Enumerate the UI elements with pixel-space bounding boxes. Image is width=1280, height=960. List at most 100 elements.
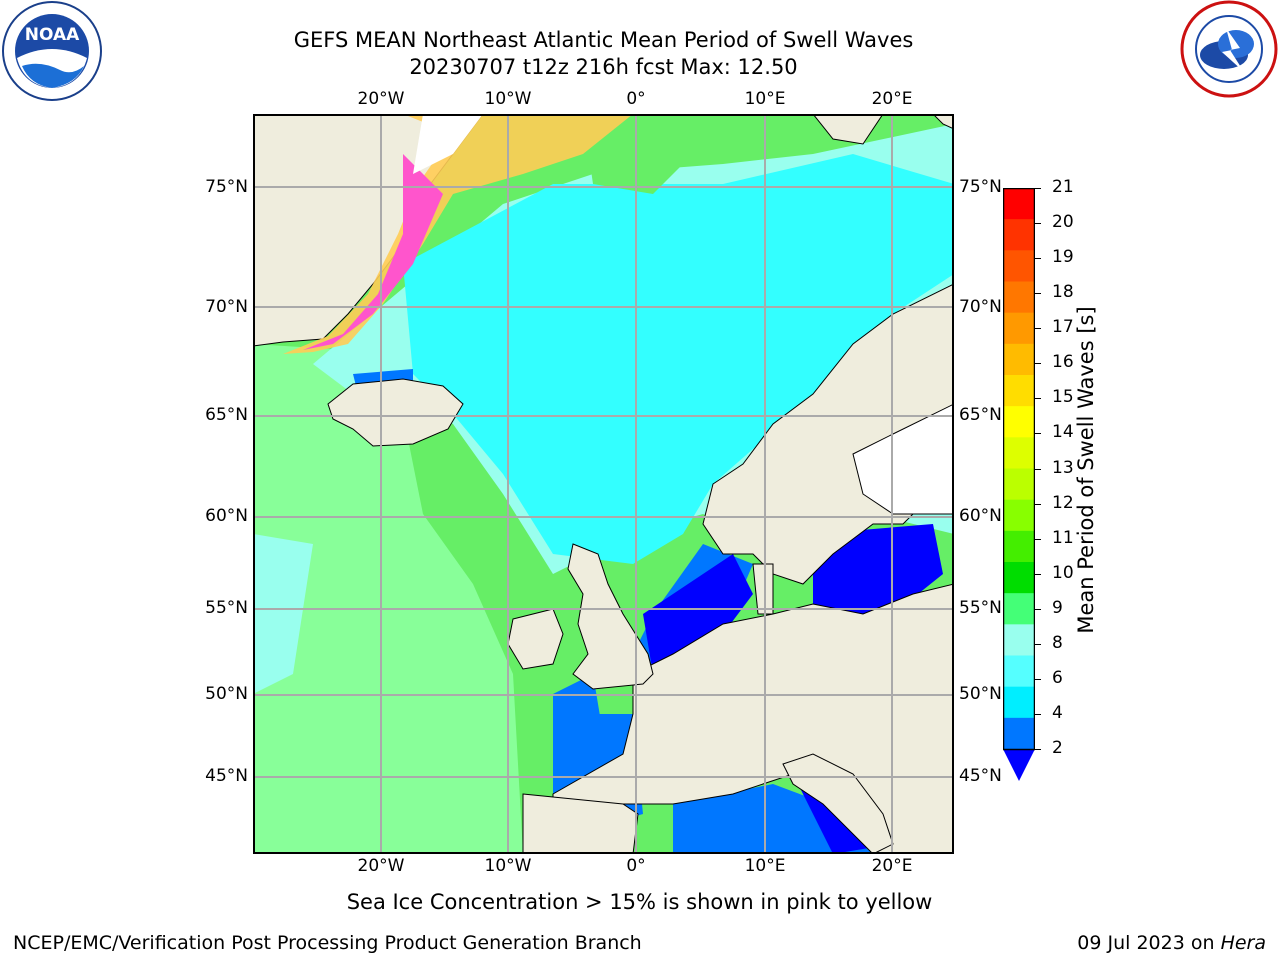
lat-tick-left: 70°N	[205, 297, 248, 317]
lat-tick-left: 60°N	[205, 506, 248, 526]
colorbar-segment	[1003, 188, 1035, 220]
sea-ice-yellow	[283, 114, 633, 354]
colorbar-segment	[1003, 499, 1035, 532]
colorbar-tick-label: 20	[1052, 212, 1074, 233]
colorbar-segment	[1003, 375, 1035, 407]
land-iceland	[327, 378, 464, 447]
colorbar-tick-mark	[1035, 678, 1041, 680]
swell-period-map	[253, 114, 954, 854]
colorbar-tick-label: 14	[1052, 422, 1074, 443]
colorbar-tick-label: 16	[1052, 352, 1074, 373]
colorbar-tick-label: 10	[1052, 562, 1074, 583]
lat-tick-right: 45°N	[959, 766, 1002, 786]
colorbar-tick-mark	[1035, 398, 1041, 400]
svg-text:NOAA: NOAA	[25, 25, 80, 45]
noaa-logo: NOAA	[2, 1, 102, 101]
land-svalbard-east	[932, 114, 954, 130]
lon-tick-bottom: 10°E	[744, 856, 786, 876]
sea-ice-note: Sea Ice Concentration > 15% is shown in …	[346, 890, 933, 914]
lat-tick-left: 45°N	[205, 766, 248, 786]
colorbar-tick-label: 6	[1052, 667, 1063, 688]
colorbar-segment	[1003, 655, 1035, 688]
lon-tick-bottom: 20°W	[357, 856, 405, 876]
land-great-britain	[567, 543, 654, 690]
colorbar-segment	[1003, 530, 1035, 563]
colorbar-tick-mark	[1035, 608, 1041, 610]
colorbar	[1003, 188, 1035, 781]
colorbar-tick-mark	[1035, 188, 1041, 189]
map-border	[253, 114, 954, 854]
lat-tick-right: 55°N	[959, 598, 1002, 618]
colorbar-extend-triangle	[1003, 749, 1035, 781]
colorbar-segment	[1003, 468, 1035, 501]
lon-tick-bottom: 10°W	[484, 856, 532, 876]
colorbar-label: Mean Period of Swell Waves [s]	[1074, 306, 1098, 634]
chart-subtitle: 20230707 t12z 216h fcst Max: 12.50	[409, 55, 798, 79]
colorbar-tick-label: 15	[1052, 387, 1074, 408]
colorbar-tick-label: 19	[1052, 247, 1074, 268]
colorbar-tick-mark	[1035, 293, 1041, 295]
lat-tick-left: 75°N	[205, 177, 248, 197]
colorbar-tick-mark	[1035, 573, 1041, 575]
land-italy	[782, 753, 894, 854]
colorbar-segment	[1003, 219, 1035, 251]
colorbar-tick-mark	[1035, 258, 1041, 260]
lat-tick-right: 70°N	[959, 297, 1002, 317]
footer-host: Hera	[1220, 932, 1266, 954]
colorbar-border	[1003, 188, 1035, 751]
lon-tick-bottom: 20°E	[871, 856, 913, 876]
lat-tick-right: 75°N	[959, 177, 1002, 197]
colorbar-tick-mark	[1035, 328, 1041, 330]
sea-ice-white	[413, 114, 483, 174]
colorbar-tick-mark	[1035, 538, 1041, 540]
colorbar-segment	[1003, 250, 1035, 283]
colorbar-segment	[1003, 624, 1035, 657]
colorbar-tick-mark	[1035, 503, 1041, 505]
ocean-paleblue-patch	[253, 534, 313, 694]
ocean-green-north	[583, 114, 693, 194]
colorbar-tick-label: 12	[1052, 492, 1074, 513]
ocean-darkblue-baltic	[813, 524, 943, 614]
colorbar-tick-label: 21	[1052, 177, 1074, 197]
colorbar-tick-label: 18	[1052, 282, 1074, 303]
colorbar-tick-mark	[1035, 363, 1041, 365]
colorbar-tick-label: 4	[1052, 702, 1063, 723]
footer-credit: NCEP/EMC/Verification Post Processing Pr…	[13, 932, 642, 954]
lon-tick-top: 20°W	[357, 89, 405, 109]
colorbar-segment	[1003, 593, 1035, 625]
colorbar-segment	[1003, 717, 1035, 750]
lon-tick-top: 10°W	[484, 89, 532, 109]
colorbar-segment	[1003, 343, 1035, 376]
colorbar-tick-mark	[1035, 223, 1041, 225]
colorbar-segment	[1003, 437, 1035, 470]
colorbar-segment	[1003, 281, 1035, 314]
footer-date-text: 09 Jul 2023 on	[1077, 932, 1221, 954]
colorbar-tick-label: 8	[1052, 632, 1063, 653]
ocean-darkblue-northsea	[643, 554, 753, 674]
chart-title: GEFS MEAN Northeast Atlantic Mean Period…	[293, 28, 914, 52]
nws-logo	[1180, 0, 1278, 98]
lon-tick-top: 10°E	[744, 89, 786, 109]
colorbar-tick-label: 11	[1052, 527, 1074, 548]
sea-ice-pink	[303, 154, 443, 350]
colorbar-tick-mark	[1035, 433, 1041, 435]
colorbar-tick-mark	[1035, 643, 1041, 645]
lat-tick-left: 65°N	[205, 405, 248, 425]
ocean-cyan-zone	[403, 154, 954, 564]
graticule	[253, 114, 954, 854]
lon-tick-bottom: 0°	[626, 856, 646, 876]
colorbar-tick-label: 2	[1052, 738, 1063, 758]
lon-tick-top: 20°E	[871, 89, 913, 109]
colorbar-tick-label: 17	[1052, 317, 1074, 338]
lat-tick-right: 60°N	[959, 506, 1002, 526]
colorbar-tick-label: 9	[1052, 597, 1063, 618]
colorbar-segment	[1003, 562, 1035, 594]
colorbar-tick-label: 13	[1052, 457, 1074, 478]
colorbar-segment	[1003, 312, 1035, 345]
colorbar-tick-mark	[1035, 749, 1041, 750]
footer-date: 09 Jul 2023 on Hera	[1077, 932, 1266, 954]
colorbar-segment	[1003, 406, 1035, 438]
lon-tick-top: 0°	[626, 89, 646, 109]
lat-tick-left: 55°N	[205, 598, 248, 618]
colorbar-tick-mark	[1035, 713, 1041, 715]
